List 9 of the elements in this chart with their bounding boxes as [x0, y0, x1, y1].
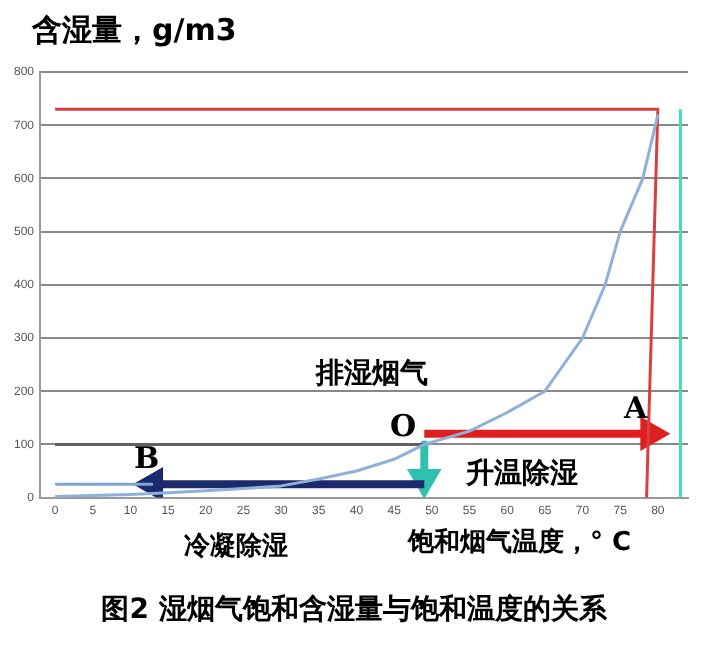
- y-axis-title: 含湿量，g/m3: [32, 12, 237, 50]
- x-axis-title: 饱和烟气温度，° C: [408, 525, 632, 560]
- text: 冷凝除湿: [184, 530, 288, 564]
- annotation: 排湿烟气: [316, 356, 428, 392]
- text: 图2 湿烟气饱和含湿量与饱和温度的关系: [99, 592, 609, 628]
- annotation: 升温除湿: [466, 456, 578, 492]
- annotation: A: [624, 390, 648, 426]
- annotation: O: [390, 408, 417, 444]
- annotation: B: [134, 440, 160, 476]
